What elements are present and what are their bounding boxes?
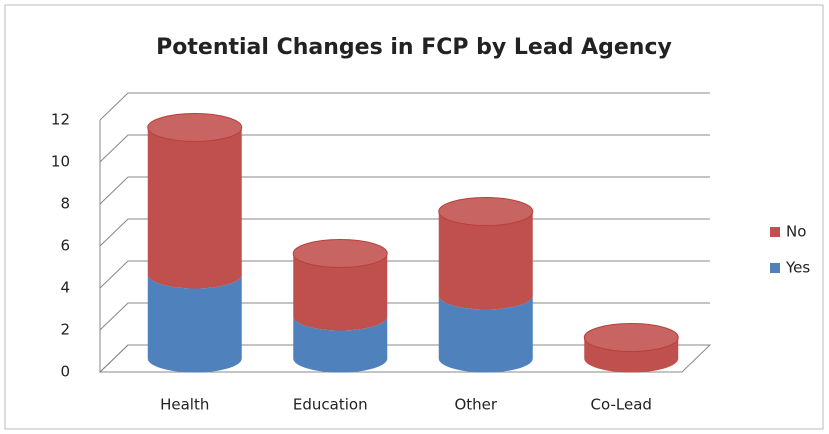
y-tick-label: 0 — [60, 363, 70, 381]
y-tick-label: 10 — [51, 153, 70, 171]
cylinder-segment — [438, 295, 533, 373]
cylinder-top — [583, 323, 679, 352]
y-tick-label: 2 — [60, 321, 70, 339]
cylinder-segment — [293, 253, 388, 331]
cylinder-top — [147, 113, 243, 142]
cylinder-top — [438, 197, 534, 226]
grid-line — [99, 92, 710, 121]
y-tick-label: 6 — [60, 237, 70, 255]
legend-label: No — [786, 223, 806, 241]
cylinder-segment — [584, 337, 679, 373]
legend-swatch — [770, 263, 780, 273]
y-tick-label: 8 — [60, 195, 70, 213]
legend-label: Yes — [785, 259, 810, 277]
chart-border — [4, 4, 824, 430]
x-tick-label: Education — [293, 396, 368, 414]
y-tick-label: 12 — [51, 111, 70, 129]
x-tick-label: Co-Lead — [591, 396, 652, 414]
y-tick-label: 4 — [60, 279, 70, 297]
cylinder-segment — [147, 274, 242, 373]
x-tick-label: Health — [160, 396, 209, 414]
grid-line — [99, 176, 710, 205]
cylinder-segment — [293, 316, 388, 373]
cylinder-segment — [147, 127, 242, 289]
cylinder-top — [292, 239, 388, 268]
grid-line — [99, 134, 710, 163]
x-tick-label: Other — [454, 396, 497, 414]
legend-swatch — [770, 227, 780, 237]
cylinder-segment — [438, 211, 533, 310]
chart-title: Potential Changes in FCP by Lead Agency — [156, 35, 672, 60]
